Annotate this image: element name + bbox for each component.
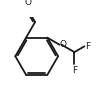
Text: F: F [85,42,90,51]
Text: O: O [60,40,67,49]
Text: O: O [24,0,31,7]
Text: F: F [72,66,77,75]
